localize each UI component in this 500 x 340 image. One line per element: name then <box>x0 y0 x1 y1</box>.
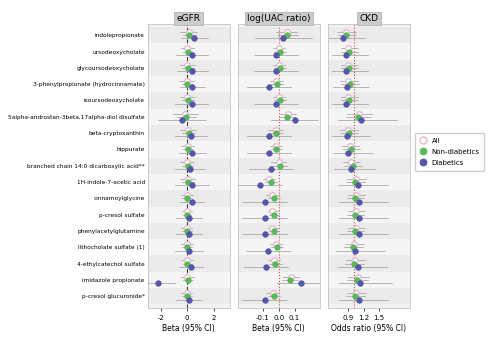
Bar <box>238 60 320 76</box>
Bar <box>148 255 230 272</box>
Bar <box>238 141 320 158</box>
Bar <box>148 190 230 206</box>
Bar <box>328 288 410 304</box>
Bar <box>238 125 320 141</box>
X-axis label: Beta (95% CI): Beta (95% CI) <box>252 324 305 333</box>
Legend: All, Non-diabetics, Diabetics: All, Non-diabetics, Diabetics <box>415 133 484 171</box>
Bar <box>148 174 230 190</box>
Bar <box>328 206 410 223</box>
Bar <box>238 27 320 44</box>
Bar <box>238 174 320 190</box>
Bar <box>238 239 320 255</box>
Bar <box>328 158 410 174</box>
Bar <box>328 174 410 190</box>
Bar <box>328 92 410 109</box>
Bar <box>238 255 320 272</box>
Bar <box>238 272 320 288</box>
Bar <box>148 109 230 125</box>
Bar <box>148 27 230 44</box>
Bar <box>148 76 230 92</box>
X-axis label: Odds ratio (95% CI): Odds ratio (95% CI) <box>332 324 406 333</box>
Bar <box>148 158 230 174</box>
Bar <box>328 141 410 158</box>
Bar <box>238 76 320 92</box>
Title: log(UAC ratio): log(UAC ratio) <box>247 14 310 23</box>
Bar <box>148 44 230 60</box>
Bar <box>148 288 230 304</box>
Bar <box>328 60 410 76</box>
Bar <box>238 206 320 223</box>
Bar <box>238 223 320 239</box>
Bar <box>328 190 410 206</box>
Bar <box>238 190 320 206</box>
Bar <box>328 239 410 255</box>
Bar <box>238 288 320 304</box>
Bar <box>328 272 410 288</box>
X-axis label: Beta (95% CI): Beta (95% CI) <box>162 324 215 333</box>
Bar <box>328 223 410 239</box>
Title: eGFR: eGFR <box>176 14 201 23</box>
Bar <box>328 44 410 60</box>
Bar <box>148 141 230 158</box>
Bar <box>238 92 320 109</box>
Bar <box>148 272 230 288</box>
Bar <box>238 44 320 60</box>
Bar <box>328 125 410 141</box>
Title: CKD: CKD <box>360 14 378 23</box>
Bar <box>328 109 410 125</box>
Bar <box>328 76 410 92</box>
Bar <box>148 125 230 141</box>
Bar <box>148 223 230 239</box>
Bar <box>148 92 230 109</box>
Bar <box>328 255 410 272</box>
Bar <box>148 239 230 255</box>
Bar <box>238 158 320 174</box>
Bar <box>148 60 230 76</box>
Bar <box>238 109 320 125</box>
Bar <box>328 27 410 44</box>
Bar <box>148 206 230 223</box>
